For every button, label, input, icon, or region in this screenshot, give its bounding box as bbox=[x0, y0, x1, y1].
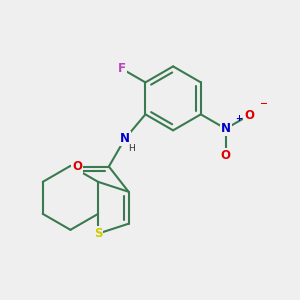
Text: O: O bbox=[72, 160, 82, 173]
Text: F: F bbox=[118, 62, 126, 75]
Text: N: N bbox=[221, 122, 231, 135]
Text: N: N bbox=[120, 132, 130, 146]
Text: O: O bbox=[244, 109, 254, 122]
Text: H: H bbox=[128, 145, 135, 154]
Text: +: + bbox=[235, 114, 242, 123]
Text: −: − bbox=[260, 99, 268, 108]
Text: O: O bbox=[221, 149, 231, 162]
Text: S: S bbox=[94, 227, 102, 240]
